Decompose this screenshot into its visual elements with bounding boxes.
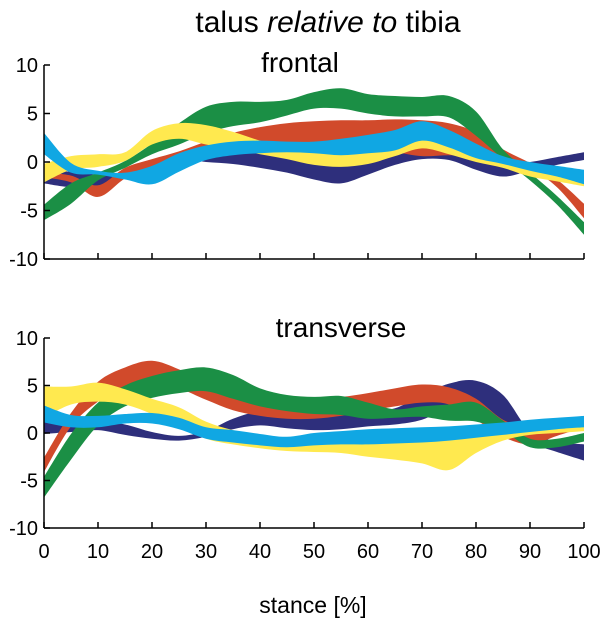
x-tick-label-100: 100: [567, 541, 600, 563]
figure-title-suffix: tibia: [397, 6, 461, 39]
series-bands: [44, 88, 584, 235]
series-band-red: [44, 360, 584, 472]
series-band-cyan: [44, 405, 584, 448]
series-band-yellow: [44, 382, 584, 471]
x-tick-label-70: 70: [411, 541, 433, 563]
panel-frontal: 10 5 0 -5 -10 frontal: [9, 47, 585, 271]
figure-title-italic: relative to: [267, 6, 397, 39]
figure-title: talus relative to tibia: [195, 6, 460, 39]
y-tick-label-0: 0: [27, 423, 38, 445]
y-tick-label-10: 10: [16, 55, 38, 77]
panel-title: transverse: [276, 312, 407, 343]
y-tick-label--5: -5: [20, 201, 38, 223]
x-tick-label-0: 0: [38, 541, 49, 563]
x-tick-label-60: 60: [357, 541, 379, 563]
y-tick-label-5: 5: [27, 104, 38, 126]
x-tick-label-40: 40: [249, 541, 271, 563]
y-tick-label--10: -10: [9, 518, 38, 540]
y-tick-label--10: -10: [9, 249, 38, 271]
y-tick-label-5: 5: [27, 376, 38, 398]
y-tick-label-0: 0: [27, 152, 38, 174]
x-tick-label-20: 20: [141, 541, 163, 563]
x-axis-label: stance [%]: [259, 592, 366, 618]
x-tick-label-80: 80: [465, 541, 487, 563]
series-band-cyan: [44, 121, 584, 185]
axes: 10 5 0 -5 -10: [9, 55, 585, 271]
series-band-yellow: [44, 122, 584, 187]
x-tick-label-90: 90: [519, 541, 541, 563]
x-tick-label-50: 50: [303, 541, 325, 563]
y-tick-label-10: 10: [16, 328, 38, 350]
x-tick-label-10: 10: [87, 541, 109, 563]
figure-title-prefix: talus: [195, 6, 267, 39]
x-tick-label-30: 30: [195, 541, 217, 563]
y-tick-label--5: -5: [20, 471, 38, 493]
series-bands: [44, 360, 584, 498]
panel-title: frontal: [261, 47, 339, 78]
